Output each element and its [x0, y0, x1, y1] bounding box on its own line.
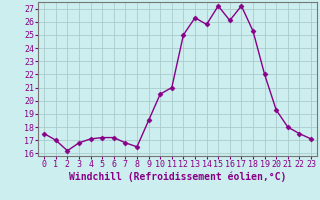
X-axis label: Windchill (Refroidissement éolien,°C): Windchill (Refroidissement éolien,°C) [69, 172, 286, 182]
